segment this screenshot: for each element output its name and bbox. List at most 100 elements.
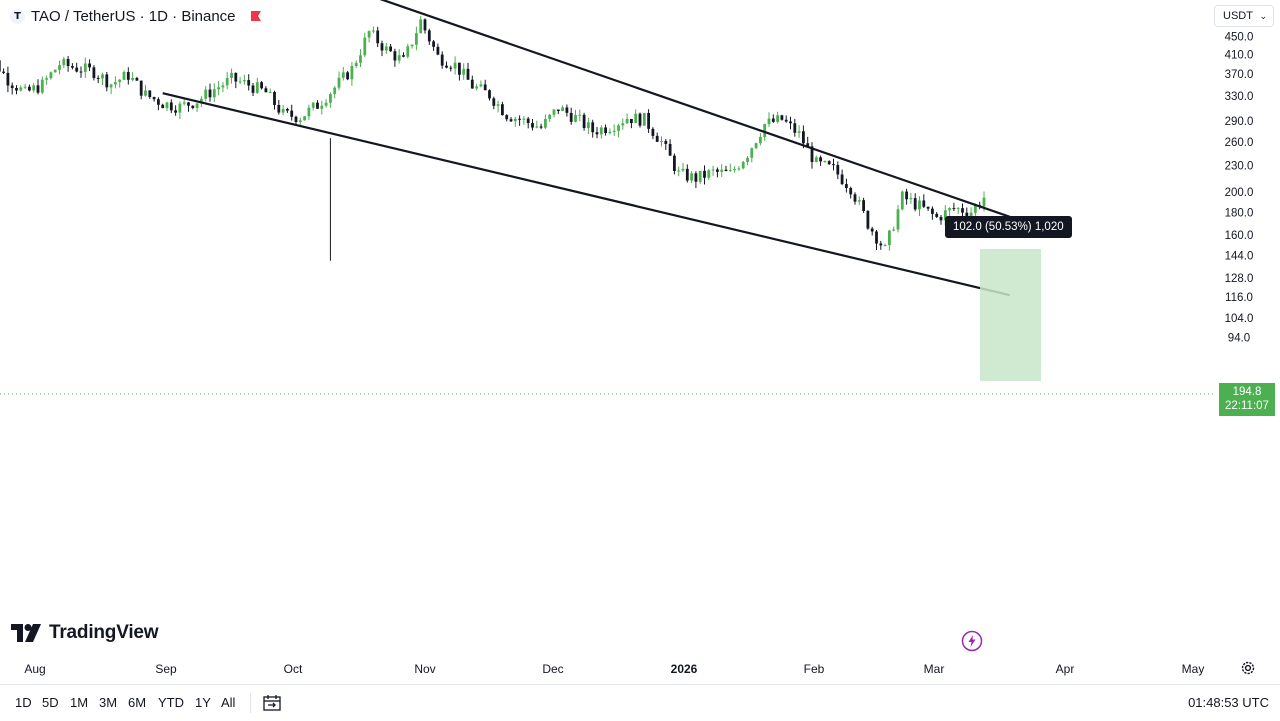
candle-body [552,109,556,115]
candle-body [212,89,216,98]
candle-body [664,141,668,144]
candle-body [423,19,427,31]
range-6m-button[interactable]: 6M [128,695,147,710]
range-3m-button[interactable]: 3M [99,695,118,710]
range-ytd-button[interactable]: YTD [158,695,184,710]
candle-body [875,231,878,244]
range-all-button[interactable]: All [221,695,236,710]
bar-countdown: 22:11:07 [1225,400,1269,412]
candle-body [221,85,225,88]
candle-body [483,84,487,91]
candle-body [823,161,827,163]
candle-body [281,108,285,113]
range-1d-button[interactable]: 1D [15,695,32,710]
price-tick-label: 144.0 [1225,250,1254,262]
candle-body [720,169,724,172]
candle-body [690,173,693,181]
candle-body [819,157,822,162]
candle-body [182,102,186,104]
calendar-range-icon[interactable] [262,693,282,713]
candle-body [359,55,362,63]
candle-body [376,30,380,44]
candle-body [840,174,844,185]
current-price: 194.8 [1232,386,1262,398]
candle-body [836,165,840,175]
candle-body [88,63,91,68]
candle-body [174,110,177,113]
candle-body [114,82,117,85]
time-axis-label: Sep [155,662,177,676]
candle-body [290,110,294,117]
range-5d-button[interactable]: 5D [42,695,59,710]
candle-body [595,132,599,135]
trendline[interactable] [348,0,1011,218]
candle-body [200,98,203,104]
candle-body [273,91,276,105]
candle-body [406,46,410,57]
candle-body [324,102,328,106]
lightning-icon[interactable] [961,630,983,652]
candle-body [737,168,741,170]
candle-body [415,33,418,45]
utc-clock[interactable]: 01:48:53 UTC [1188,695,1269,710]
tradingview-logo[interactable]: TradingView [11,621,159,645]
candle-body [329,93,332,103]
candle-body [449,67,453,69]
measure-box[interactable] [980,249,1041,381]
candle-body [191,105,195,108]
candle-body [526,118,530,124]
candle-body [255,82,259,93]
candle-body [384,46,388,51]
candle-body [939,216,943,221]
candle-body [501,104,504,116]
time-axis-label: Apr [1056,662,1075,676]
symbol-title[interactable]: TAO / TetherUS · 1D · Binance [31,8,236,25]
trendline[interactable] [162,92,1011,297]
candle-body [2,71,5,73]
candle-body [53,69,57,73]
candle-body [806,143,810,147]
candle-body [617,125,620,131]
candle-body [350,65,354,80]
candle-body [427,30,431,42]
candle-body [982,197,986,207]
candle-body [608,131,612,134]
candle-body [647,112,650,129]
candle-body [105,74,109,88]
candle-body [651,128,655,136]
candle-body [165,102,169,109]
candle-body [853,194,857,202]
candle-body [926,206,930,209]
candle-body [591,122,595,133]
candle-body [380,43,384,51]
candle-body [341,72,345,78]
candle-body [741,161,745,169]
candle-body [268,91,272,93]
candle-body [320,105,324,109]
candle-body [888,230,891,246]
price-tick-label: 410.0 [1225,49,1254,61]
candle-body [96,78,100,80]
gear-icon[interactable] [1240,660,1256,676]
range-1m-button[interactable]: 1M [70,695,89,710]
currency-selector[interactable]: USDT ⌄ [1214,5,1274,27]
candle-body [797,131,801,133]
current-price-tag: 194.8 22:11:07 [1219,383,1275,416]
candle-body [832,164,835,166]
red-flag-icon[interactable] [250,10,262,22]
time-axis: Aug Sep Oct Nov Dec 2026 Feb Mar Apr May [24,662,1204,676]
candle-body [436,46,440,55]
candle-body [264,88,268,93]
candle-body [599,127,603,135]
candle-body [974,205,977,213]
range-1y-button[interactable]: 1Y [195,695,211,710]
candle-body [793,123,797,133]
candle-body [771,118,775,122]
candle-body [372,30,375,32]
price-tick-label: 94.0 [1228,332,1250,344]
candle-body [363,37,367,56]
trendlines[interactable] [162,0,1011,297]
candle-body [535,126,539,128]
candle-body [333,87,337,94]
